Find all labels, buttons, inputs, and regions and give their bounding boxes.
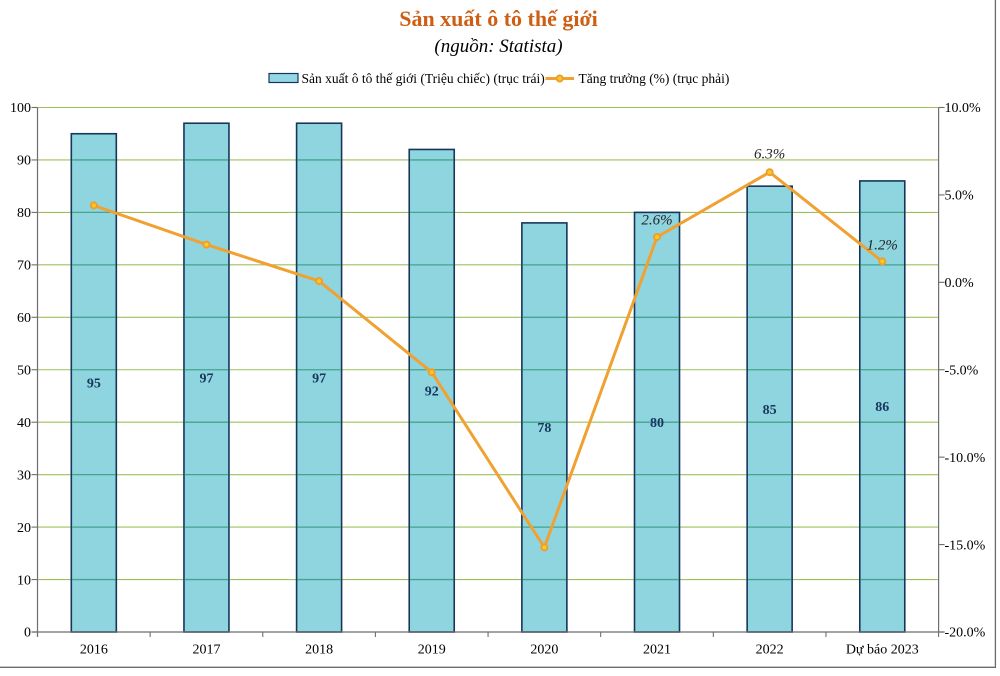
svg-text:78: 78 xyxy=(537,421,551,436)
svg-text:10: 10 xyxy=(17,573,31,588)
svg-text:95: 95 xyxy=(87,377,101,392)
svg-text:90: 90 xyxy=(17,154,31,169)
svg-text:Sản xuất ô tô thế giới: Sản xuất ô tô thế giới xyxy=(399,6,598,31)
svg-text:2022: 2022 xyxy=(756,643,784,658)
svg-text:2016: 2016 xyxy=(80,643,108,658)
svg-text:5.0%: 5.0% xyxy=(945,189,975,204)
svg-text:60: 60 xyxy=(17,311,31,326)
svg-text:2017: 2017 xyxy=(192,643,220,658)
svg-text:80: 80 xyxy=(650,416,664,431)
svg-text:-15.0%: -15.0% xyxy=(945,538,986,553)
svg-text:80: 80 xyxy=(17,206,31,221)
svg-text:Dự báo 2023: Dự báo 2023 xyxy=(846,643,919,658)
svg-text:2019: 2019 xyxy=(418,643,446,658)
svg-text:97: 97 xyxy=(199,371,213,386)
svg-text:6.3%: 6.3% xyxy=(754,147,785,163)
svg-text:2.6%: 2.6% xyxy=(641,213,672,229)
svg-text:0: 0 xyxy=(24,626,31,641)
svg-text:2018: 2018 xyxy=(305,643,333,658)
svg-text:(nguồn: Statista): (nguồn: Statista) xyxy=(434,36,562,57)
svg-text:92: 92 xyxy=(425,384,439,399)
svg-text:30: 30 xyxy=(17,468,31,483)
svg-text:10.0%: 10.0% xyxy=(945,101,982,116)
svg-text:100: 100 xyxy=(10,101,31,116)
svg-text:2021: 2021 xyxy=(643,643,671,658)
svg-text:50: 50 xyxy=(17,363,31,378)
svg-text:40: 40 xyxy=(17,416,31,431)
svg-text:85: 85 xyxy=(763,403,777,418)
svg-text:-5.0%: -5.0% xyxy=(945,363,979,378)
svg-text:0.0%: 0.0% xyxy=(945,276,975,291)
svg-text:1.2%: 1.2% xyxy=(867,238,898,254)
svg-text:86: 86 xyxy=(875,400,889,415)
svg-text:Tăng trưởng (%) (trục phải): Tăng trưởng (%) (trục phải) xyxy=(579,71,730,86)
svg-text:97: 97 xyxy=(312,371,326,386)
svg-text:-20.0%: -20.0% xyxy=(945,626,986,641)
svg-text:20: 20 xyxy=(17,521,31,536)
svg-text:-10.0%: -10.0% xyxy=(945,451,986,466)
svg-text:2020: 2020 xyxy=(530,643,558,658)
svg-text:70: 70 xyxy=(17,259,31,274)
svg-text:Sản xuất ô tô thế giới (Triệu: Sản xuất ô tô thế giới (Triệu chiếc) (tr… xyxy=(302,71,545,86)
